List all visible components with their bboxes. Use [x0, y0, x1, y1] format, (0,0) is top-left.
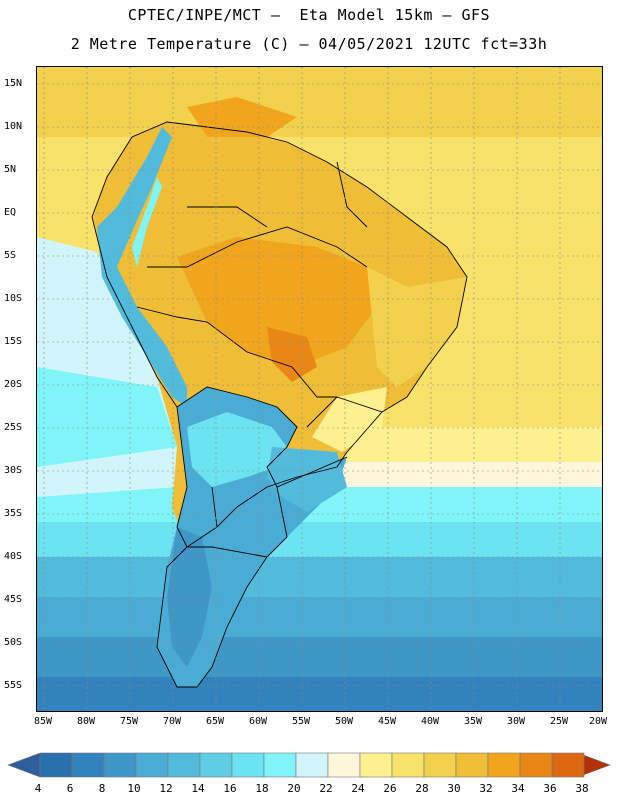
- colorbar-tick-label: 24: [351, 782, 365, 795]
- lat-label: 10N: [4, 121, 23, 132]
- lon-label: 30W: [506, 716, 526, 727]
- colorbar-tick-label: 10: [127, 782, 141, 795]
- colorbar-tick-label: 22: [319, 782, 333, 795]
- color-scale-bar: [7, 752, 611, 778]
- colorbar-tick-label: 20: [287, 782, 301, 795]
- lat-label: 20S: [4, 379, 23, 390]
- colorbar-segment: [199, 752, 233, 778]
- colorbar-segment: [391, 752, 425, 778]
- colorbar-segment: [167, 752, 201, 778]
- lon-label: 75W: [119, 716, 139, 727]
- colorbar-segment: [295, 752, 329, 778]
- colorbar-segment: [71, 752, 105, 778]
- southeast-mild-region: [312, 387, 387, 452]
- cold-ocean-layer-1: [37, 597, 602, 642]
- colorbar-segment: [519, 752, 553, 778]
- chaco-region: [187, 412, 287, 487]
- lon-label: 25W: [549, 716, 569, 727]
- patagonia-andes: [167, 527, 212, 667]
- andes-cold-strip: [97, 127, 187, 407]
- lat-label: 5N: [4, 164, 17, 175]
- map-canvas: [37, 67, 602, 711]
- colorbar-tick-label: 38: [575, 782, 589, 795]
- colorbar-tick-label: 34: [511, 782, 525, 795]
- lat-label: 45S: [4, 594, 23, 605]
- lon-label: 35W: [463, 716, 483, 727]
- lat-label: 15N: [4, 78, 23, 89]
- chart-title: CPTEC/INPE/MCT – Eta Model 15km – GFS: [127, 6, 491, 24]
- colorbar-segment: [263, 752, 297, 778]
- colorbar-segments: [39, 752, 585, 778]
- colorbar-segment: [487, 752, 521, 778]
- colorbar-tick-label: 36: [543, 782, 557, 795]
- cold-ocean-layer-3: [37, 677, 602, 711]
- lon-label: 85W: [33, 716, 53, 727]
- colorbar-left-arrow: [7, 752, 41, 778]
- colorbar-segment: [359, 752, 393, 778]
- colorbar-segment: [423, 752, 457, 778]
- colorbar-tick-label: 30: [447, 782, 461, 795]
- colorbar-tick-label: 32: [479, 782, 493, 795]
- colorbar-tick-label: 18: [255, 782, 269, 795]
- colorbar-tick-label: 6: [66, 782, 74, 795]
- colorbar-segment: [327, 752, 361, 778]
- colorbar-tick-label: 14: [191, 782, 205, 795]
- chart-subtitle: 2 Metre Temperature (C) – 04/05/2021 12U…: [70, 35, 548, 53]
- colorbar-tick-label: 12: [159, 782, 173, 795]
- lon-label: 40W: [420, 716, 440, 727]
- cold-ocean-layer-2: [37, 637, 602, 682]
- lon-label: 55W: [291, 716, 311, 727]
- lat-label: 50S: [4, 637, 23, 648]
- lat-label: 55S: [4, 680, 23, 691]
- lat-label: 30S: [4, 465, 23, 476]
- colorbar-tick-label: 4: [34, 782, 42, 795]
- lon-label: 80W: [76, 716, 96, 727]
- lat-label: 35S: [4, 508, 23, 519]
- lon-label: 65W: [205, 716, 225, 727]
- caribbean-hot-region: [187, 97, 297, 137]
- tropical-ocean-layer: [37, 67, 602, 137]
- country-borders: [91, 121, 468, 688]
- colorbar-tick-label: 8: [98, 782, 106, 795]
- lon-label: 50W: [334, 716, 354, 727]
- colorbar-segment: [103, 752, 137, 778]
- cool-ocean-layer-3: [37, 557, 602, 602]
- colorbar-tick-label: 16: [223, 782, 237, 795]
- temperature-map: [36, 66, 603, 712]
- cool-ocean-layer-2: [37, 522, 602, 562]
- lon-label: 60W: [248, 716, 268, 727]
- interior-hottest-spot: [267, 327, 317, 382]
- lat-label: 10S: [4, 293, 23, 304]
- colorbar-segment: [551, 752, 585, 778]
- lat-label: 5S: [4, 250, 17, 261]
- colorbar-segment: [455, 752, 489, 778]
- colorbar-tick-label: 28: [415, 782, 429, 795]
- lat-label: EQ: [4, 207, 17, 218]
- uruguay-region: [267, 447, 347, 512]
- lat-label: 15S: [4, 336, 23, 347]
- colorbar-segment: [135, 752, 169, 778]
- colorbar-tick-label: 26: [383, 782, 397, 795]
- northern-andes: [132, 177, 162, 267]
- interior-hot-region: [177, 237, 377, 367]
- lon-label: 20W: [588, 716, 608, 727]
- colorbar-segment: [231, 752, 265, 778]
- lon-label: 70W: [162, 716, 182, 727]
- lat-label: 40S: [4, 551, 23, 562]
- colorbar-segment: [39, 752, 73, 778]
- east-coast-region: [367, 267, 467, 387]
- lon-label: 45W: [377, 716, 397, 727]
- pacific-cooler-region: [37, 367, 177, 467]
- lat-label: 25S: [4, 422, 23, 433]
